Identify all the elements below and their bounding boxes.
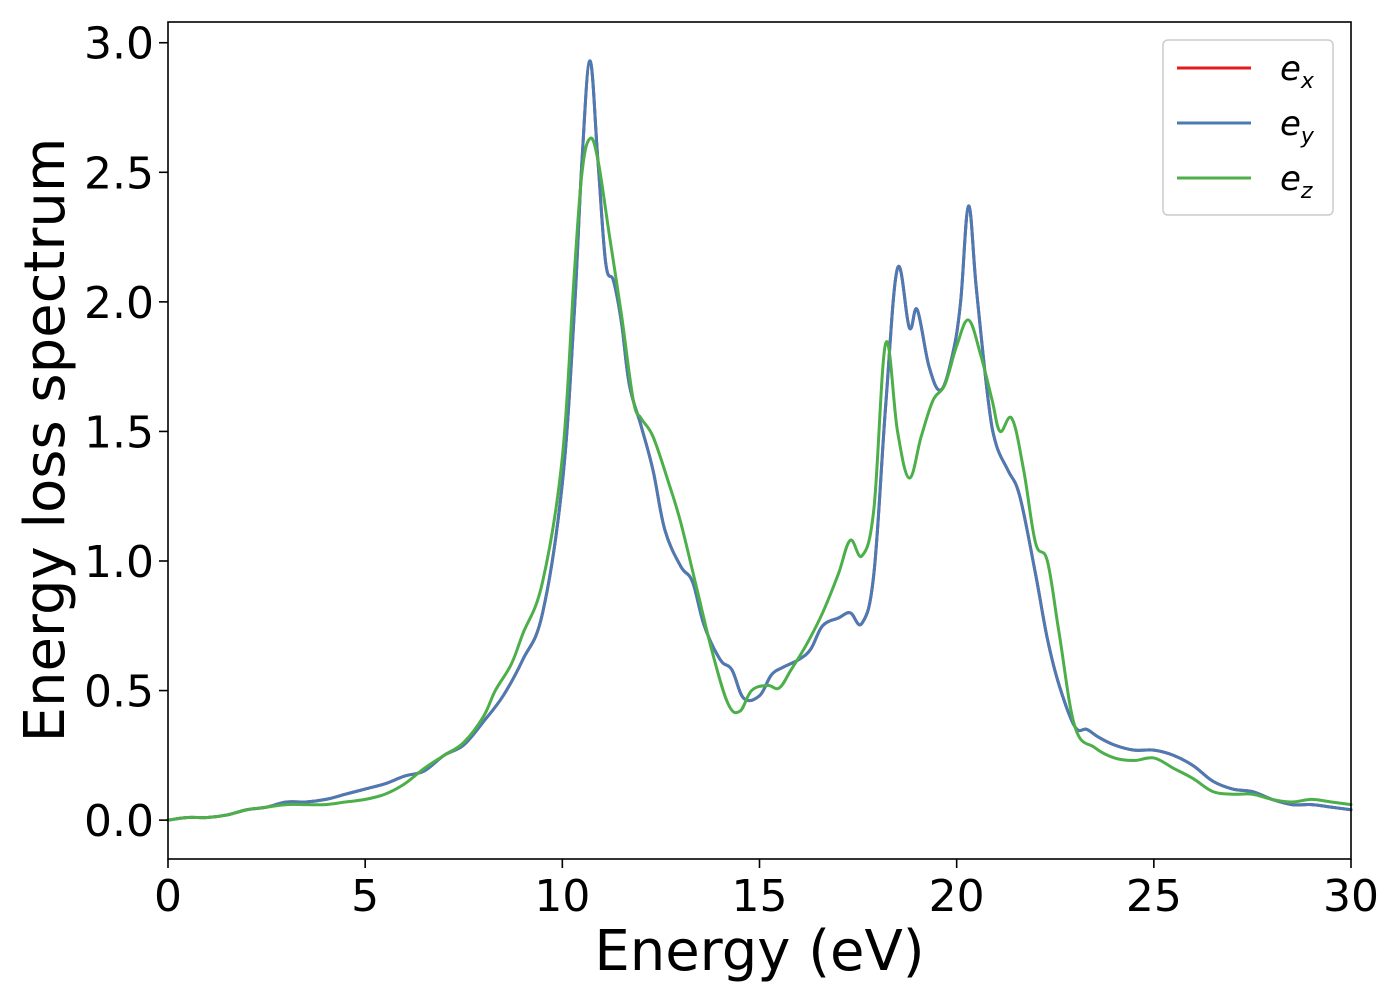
y-tick-label: 3.0 (84, 19, 154, 70)
x-tick-label: 20 (929, 871, 985, 922)
y-axis-label: Energy loss spectrum (13, 138, 78, 743)
y-tick-label: 0.5 (84, 667, 154, 718)
legend-label-ez: ez (1280, 159, 1313, 204)
y-tick-label: 2.5 (84, 148, 154, 199)
legend-label-ey: ey (1280, 104, 1315, 149)
x-tick-label: 0 (154, 871, 182, 922)
x-tick-label: 25 (1126, 871, 1182, 922)
legend-box (1162, 39, 1334, 216)
series-line-ez (166, 136, 1353, 822)
y-axis-ticks: 0.0 0.5 1.0 1.5 2.0 2.5 3.0 (84, 19, 168, 847)
x-axis-ticks: 0 5 10 15 20 25 30 (154, 859, 1379, 922)
y-tick-label: 1.5 (84, 407, 154, 458)
plot-area (168, 22, 1351, 859)
legend-items: ex ey ez (1177, 49, 1315, 204)
y-tick-label: 2.0 (84, 278, 154, 329)
x-axis-label: Energy (eV) (594, 919, 924, 984)
x-tick-label: 5 (351, 871, 379, 922)
x-tick-label: 15 (732, 871, 788, 922)
legend: ex ey ez (1162, 39, 1334, 216)
x-tick-label: 10 (534, 871, 590, 922)
series-layer (166, 59, 1353, 822)
y-tick-label: 1.0 (84, 537, 154, 588)
x-tick-label: 30 (1323, 871, 1379, 922)
y-tick-label: 0.0 (84, 796, 154, 847)
legend-label-ex: ex (1280, 49, 1315, 94)
